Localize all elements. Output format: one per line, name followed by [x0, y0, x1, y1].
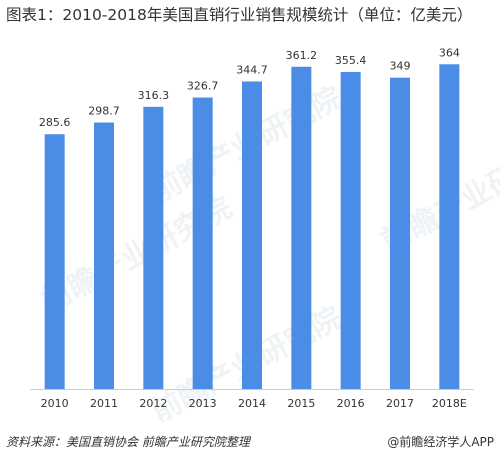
- data-label-2012: 316.3: [138, 89, 170, 102]
- source-note: 资料来源：美国直销协会 前瞻产业研究院整理: [6, 435, 250, 449]
- data-label-2018E: 364: [439, 46, 460, 59]
- x-tick-label-2015: 2015: [287, 397, 315, 410]
- x-tick-label-2013: 2013: [189, 397, 217, 410]
- x-tick-label-2014: 2014: [238, 397, 266, 410]
- data-label-2017: 349: [390, 60, 411, 73]
- bar-2016: [340, 71, 361, 389]
- bar-2012: [143, 106, 164, 390]
- bar-2014: [242, 81, 262, 389]
- x-tick-label-2011: 2011: [90, 397, 118, 410]
- bar-2011: [94, 122, 114, 389]
- x-tick-label-2010: 2010: [41, 397, 69, 410]
- chart-title: 图表1：2010-2018年美国直销行业销售规模统计（单位：亿美元）: [6, 6, 473, 24]
- x-tick-label-2017: 2017: [386, 397, 414, 410]
- bar-2010: [44, 134, 65, 389]
- data-label-2015: 361.2: [286, 49, 318, 62]
- data-label-2014: 344.7: [236, 63, 268, 76]
- bar-2013: [192, 97, 213, 390]
- bar-2017: [390, 77, 410, 389]
- x-tick-label-2012: 2012: [139, 397, 167, 410]
- x-tick-label-2016: 2016: [337, 397, 365, 410]
- bar-2018E: [439, 64, 460, 389]
- data-label-2011: 298.7: [88, 105, 120, 118]
- bars-layer: 285.6 2010 298.7 2011 316.3 2012 326.7 2013 344.…: [39, 46, 467, 410]
- data-label-2016: 355.4: [335, 54, 367, 67]
- data-label-2013: 326.7: [187, 80, 219, 93]
- x-tick-label-2018E: 2018E: [432, 397, 467, 410]
- bar-2015: [291, 66, 312, 389]
- credit-note: @前瞻经济学人APP: [387, 435, 494, 449]
- data-label-2010: 285.6: [39, 116, 71, 129]
